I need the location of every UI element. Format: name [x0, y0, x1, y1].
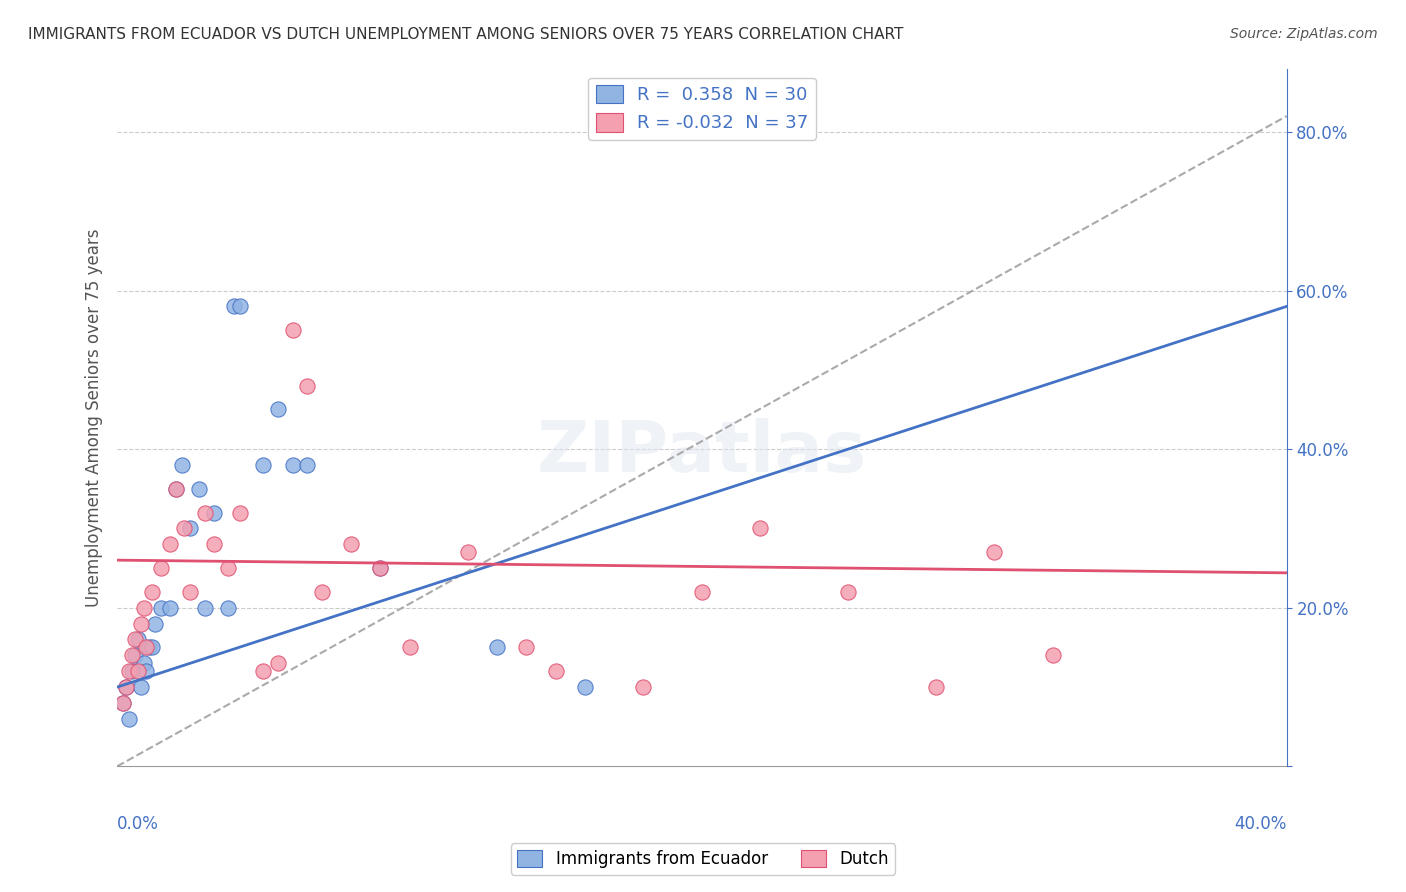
Point — [135, 664, 157, 678]
Point — [217, 561, 239, 575]
Text: 0.0%: 0.0% — [117, 815, 159, 833]
Point — [368, 561, 391, 575]
Point — [457, 545, 479, 559]
Point — [340, 537, 363, 551]
Point — [368, 561, 391, 575]
Point — [252, 664, 274, 678]
Point — [127, 664, 149, 678]
Point — [179, 521, 201, 535]
Point — [129, 680, 152, 694]
Point — [115, 680, 138, 694]
Legend: Immigrants from Ecuador, Dutch: Immigrants from Ecuador, Dutch — [510, 843, 896, 875]
Point — [925, 680, 948, 694]
Point — [297, 458, 319, 472]
Point — [252, 458, 274, 472]
Point — [143, 616, 166, 631]
Point — [124, 648, 146, 663]
Point — [112, 696, 135, 710]
Point — [486, 640, 509, 655]
Point — [129, 616, 152, 631]
Point — [118, 664, 141, 678]
Point — [150, 561, 173, 575]
Point — [515, 640, 537, 655]
Point — [138, 640, 160, 655]
Text: ZIPatlas: ZIPatlas — [537, 417, 868, 487]
Point — [118, 712, 141, 726]
Text: Source: ZipAtlas.com: Source: ZipAtlas.com — [1230, 27, 1378, 41]
Point — [141, 640, 163, 655]
Point — [749, 521, 772, 535]
Point — [135, 640, 157, 655]
Point — [141, 585, 163, 599]
Point — [398, 640, 420, 655]
Text: IMMIGRANTS FROM ECUADOR VS DUTCH UNEMPLOYMENT AMONG SENIORS OVER 75 YEARS CORREL: IMMIGRANTS FROM ECUADOR VS DUTCH UNEMPLO… — [28, 27, 904, 42]
Point — [159, 600, 181, 615]
Point — [837, 585, 859, 599]
Point — [690, 585, 713, 599]
Point — [267, 402, 290, 417]
Point — [229, 506, 252, 520]
Point — [188, 482, 211, 496]
Point — [194, 600, 217, 615]
Point — [124, 632, 146, 647]
Point — [112, 696, 135, 710]
Point — [229, 300, 252, 314]
Y-axis label: Unemployment Among Seniors over 75 years: Unemployment Among Seniors over 75 years — [86, 228, 103, 607]
Point — [217, 600, 239, 615]
Point — [574, 680, 596, 694]
Point — [179, 585, 201, 599]
Point — [202, 537, 225, 551]
Point — [281, 323, 304, 337]
Point — [202, 506, 225, 520]
Point — [281, 458, 304, 472]
Point — [159, 537, 181, 551]
Point — [165, 482, 187, 496]
Point — [311, 585, 333, 599]
Point — [633, 680, 655, 694]
Point — [544, 664, 567, 678]
Point — [150, 600, 173, 615]
Point — [224, 300, 246, 314]
Point — [121, 664, 143, 678]
Point — [267, 657, 290, 671]
Legend: R =  0.358  N = 30, R = -0.032  N = 37: R = 0.358 N = 30, R = -0.032 N = 37 — [588, 78, 815, 140]
Point — [121, 648, 143, 663]
Point — [983, 545, 1005, 559]
Point — [170, 458, 193, 472]
Text: 40.0%: 40.0% — [1234, 815, 1286, 833]
Point — [1042, 648, 1064, 663]
Point — [297, 378, 319, 392]
Point — [115, 680, 138, 694]
Point — [194, 506, 217, 520]
Point — [165, 482, 187, 496]
Point — [132, 657, 155, 671]
Point — [173, 521, 195, 535]
Point — [127, 632, 149, 647]
Point — [132, 600, 155, 615]
